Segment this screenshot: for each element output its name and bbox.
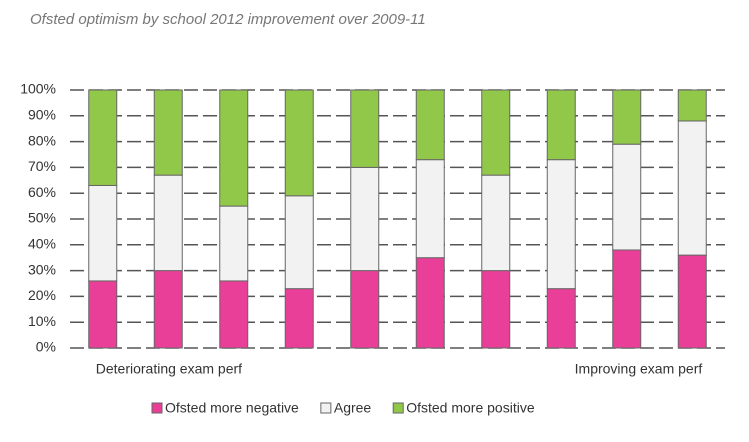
y-tick-label: 0% <box>36 339 56 355</box>
bar-segment <box>415 159 445 259</box>
bar-segment <box>415 89 445 161</box>
bar-segment <box>677 254 707 349</box>
y-tick-label: 100% <box>20 81 56 97</box>
bar-segment <box>612 89 642 145</box>
bar-segment <box>481 89 511 176</box>
bar-segment <box>88 89 118 186</box>
bar-segment <box>153 270 183 349</box>
bar-segment <box>88 184 118 282</box>
bar-segment <box>88 280 118 349</box>
bar-segment <box>219 280 249 349</box>
bar-segment <box>612 249 642 349</box>
bar-segment <box>546 89 576 161</box>
y-tick-label: 50% <box>28 210 56 226</box>
legend-swatch <box>392 402 404 414</box>
bar-segment <box>546 159 576 290</box>
legend-label: Ofsted more negative <box>165 400 299 416</box>
chart-title: Ofsted optimism by school 2012 improveme… <box>30 11 426 28</box>
legend-swatch <box>151 402 163 414</box>
y-tick-label: 20% <box>28 287 56 303</box>
y-tick-label: 40% <box>28 236 56 252</box>
legend-label: Ofsted more positive <box>406 400 535 416</box>
bar-segment <box>481 174 511 272</box>
y-tick-label: 60% <box>28 184 56 200</box>
x-tick-label: Deteriorating exam perf <box>96 361 242 377</box>
bar-segment <box>284 195 314 290</box>
bar-segment <box>284 89 314 197</box>
bar-segment <box>677 120 707 256</box>
x-tick-label: Improving exam perf <box>575 361 703 377</box>
bar-segment <box>153 174 183 272</box>
y-tick-label: 90% <box>28 107 56 123</box>
bar-segment <box>612 143 642 251</box>
bar-segment <box>350 166 380 272</box>
bar-segment <box>677 89 707 122</box>
legend-swatch <box>320 402 332 414</box>
legend-label: Agree <box>334 400 372 416</box>
bar-segment <box>219 205 249 282</box>
bar-segment <box>481 270 511 349</box>
bar-segment <box>153 89 183 176</box>
bar-segment <box>546 288 576 349</box>
bar-segment <box>219 89 249 207</box>
bar-segment <box>415 257 445 349</box>
y-tick-label: 80% <box>28 132 56 148</box>
bar-segment <box>350 89 380 168</box>
y-tick-label: 10% <box>28 313 56 329</box>
y-tick-label: 70% <box>28 158 56 174</box>
bar-segment <box>350 270 380 349</box>
y-tick-label: 30% <box>28 261 56 277</box>
bar-segment <box>284 288 314 349</box>
